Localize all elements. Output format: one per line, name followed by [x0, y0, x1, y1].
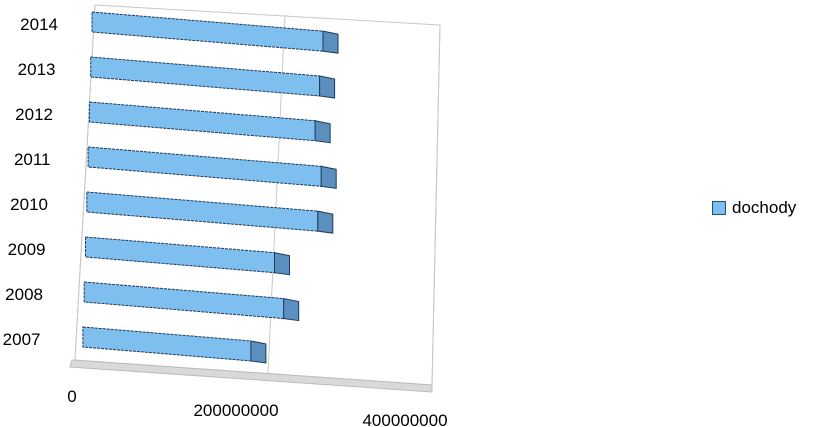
bar-side-2007	[250, 340, 267, 364]
y-tick-label-2014: 2014	[20, 15, 58, 34]
y-tick-label-2009: 2009	[8, 240, 46, 259]
bar-2010	[86, 191, 319, 232]
x-tick-label-0: 0	[67, 387, 76, 406]
legend: dochody	[712, 198, 796, 218]
x-tick-label-2: 400000000	[362, 411, 447, 427]
bar-side-2014	[322, 30, 339, 54]
y-tick-label-2007: 2007	[3, 330, 41, 349]
y-tick-label-2013: 2013	[18, 60, 56, 79]
bar-side-2009	[274, 252, 290, 276]
floor	[69, 359, 433, 393]
y-tick-label-2008: 2008	[5, 285, 43, 304]
x-tick-labels: 0 200000000 400000000	[67, 387, 447, 427]
legend-label-dochody: dochody	[732, 198, 797, 217]
bar-side-2011	[320, 165, 337, 189]
y-tick-label-2010: 2010	[10, 195, 48, 214]
bar-side-2012	[314, 120, 331, 144]
x-gridline-2	[431, 24, 441, 386]
bar-side-2008	[283, 297, 300, 322]
bars-layer	[82, 11, 339, 364]
bar-side-2013	[319, 75, 336, 99]
bar-side-2010	[317, 210, 334, 234]
legend-swatch	[712, 201, 726, 215]
x-tick-label-1: 200000000	[193, 401, 278, 420]
y-tick-label-2011: 2011	[14, 150, 51, 169]
bar-2014	[91, 11, 324, 52]
category-labels: 2014 2013 2012 2011 2010 2009 2008 2007	[3, 15, 58, 349]
y-tick-label-2012: 2012	[15, 105, 53, 124]
